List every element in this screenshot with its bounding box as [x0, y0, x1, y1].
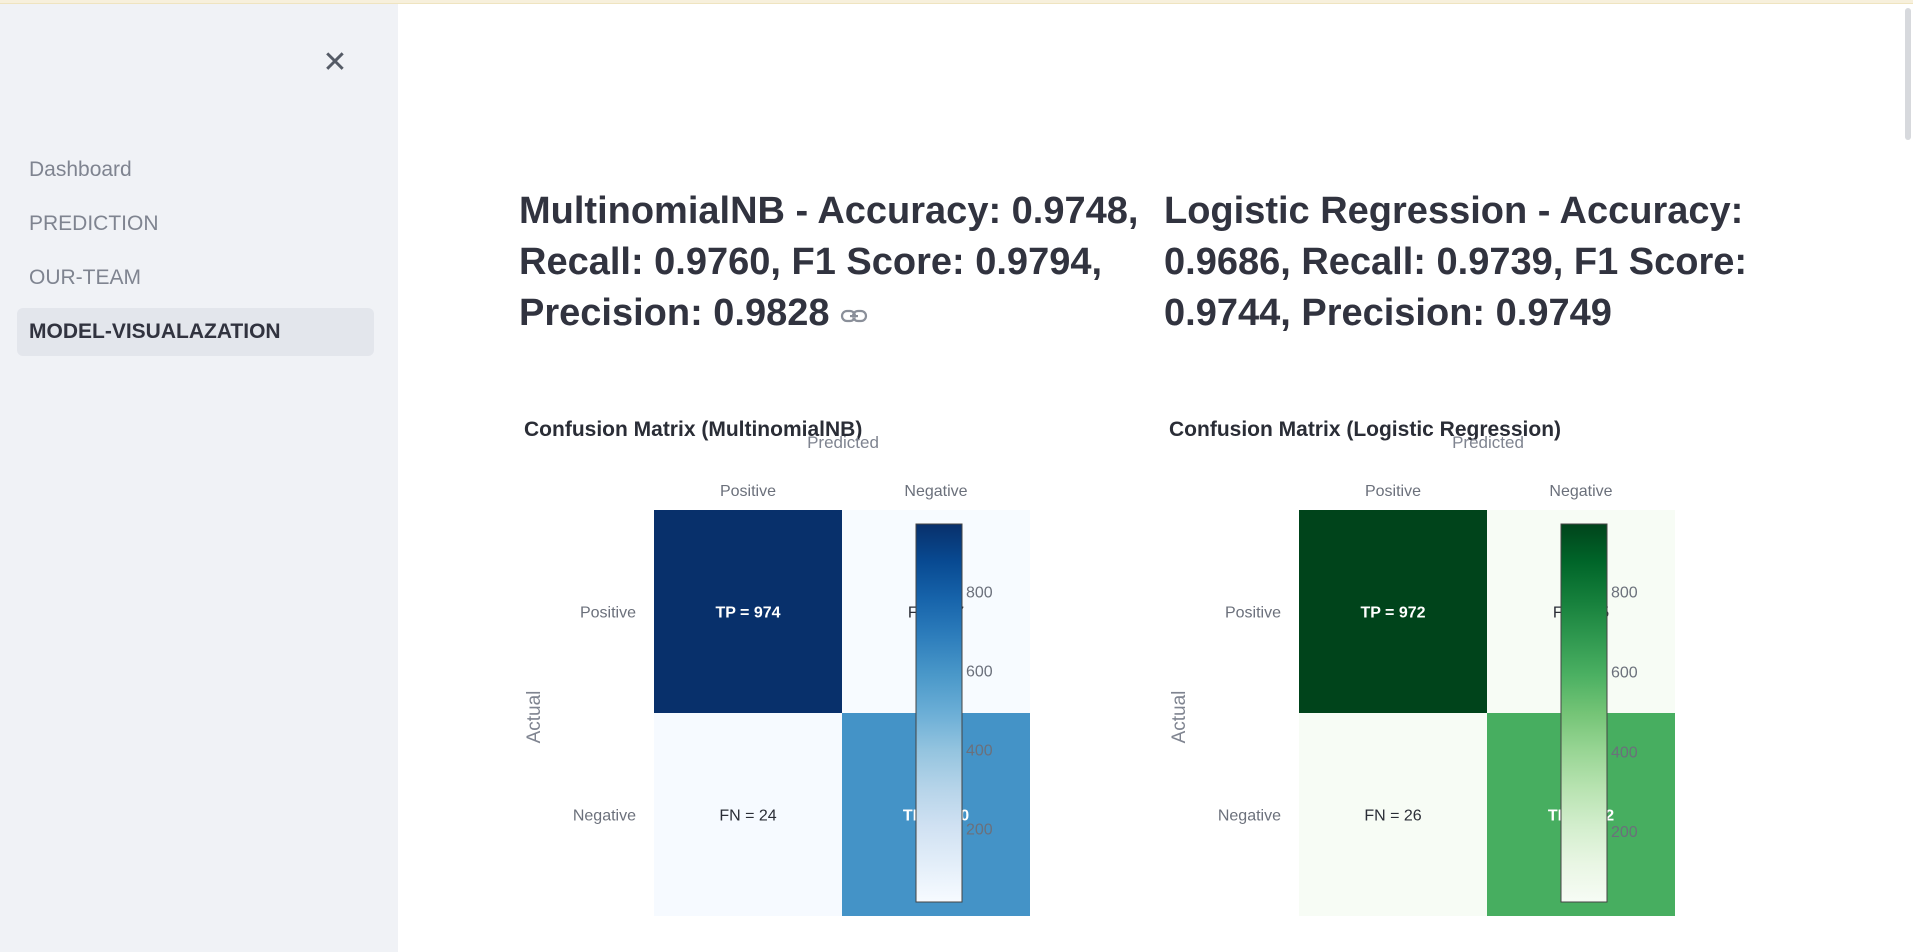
y-tick-label: Negative: [573, 808, 636, 825]
sidebar-item-our-team[interactable]: OUR-TEAM: [29, 266, 141, 289]
x-tick-label: Negative: [1549, 483, 1612, 500]
heatmap-cell: [654, 510, 842, 713]
scrollbar-thumb[interactable]: [1905, 8, 1911, 140]
close-icon: ✕: [322, 46, 348, 79]
colorbar-tick-label: 600: [1611, 664, 1638, 681]
x-tick-label: Positive: [720, 483, 776, 500]
link-icon[interactable]: [840, 289, 870, 340]
logistic-regression-metrics-text: Logistic Regression - Accuracy: 0.9686, …: [1164, 190, 1748, 334]
y-axis-title: Actual: [1169, 691, 1190, 744]
y-tick-label: Positive: [1225, 605, 1281, 622]
logistic-regression-metrics-heading: Logistic Regression - Accuracy: 0.9686, …: [1164, 186, 1784, 339]
colorbar-tick-label: 200: [966, 822, 993, 839]
colorbar: [915, 523, 963, 903]
multinomialnb-metrics-heading: MultinomialNB - Accuracy: 0.9748, Recall…: [519, 186, 1139, 340]
y-tick-label: Positive: [580, 605, 636, 622]
colorbar-tick-label: 200: [1611, 824, 1638, 841]
cell-value-label: FN = 26: [1364, 808, 1421, 825]
colorbar-tick-label: 600: [966, 664, 993, 681]
confusion-matrix-logistic-regression-chart: Predicted Actual Positive Negative Positive N…: [1169, 433, 1675, 916]
colorbar: [1560, 523, 1608, 903]
cell-value-label: TP = 974: [715, 605, 780, 622]
colorbar-tick-label: 400: [966, 743, 993, 760]
confusion-matrix-multinomialnb-chart: Predicted Actual Positive Negative Positive N…: [524, 433, 1030, 916]
cell-value-label: TP = 972: [1360, 605, 1425, 622]
colorbar-tick-label: 800: [1611, 585, 1638, 602]
x-axis-title: Predicted: [807, 433, 879, 452]
chart-title-logistic-regression: Confusion Matrix (Logistic Regression): [1169, 418, 1562, 441]
chart-title-multinomialnb: Confusion Matrix (MultinomialNB): [524, 418, 863, 441]
sidebar-nav: Dashboard PREDICTION OUR-TEAM MODEL-VISU…: [17, 146, 374, 362]
sidebar: ✕ Dashboard PREDICTION OUR-TEAM MODEL-VI…: [0, 4, 398, 952]
main-content: MultinomialNB - Accuracy: 0.9748, Recall…: [398, 4, 1913, 952]
x-axis-title: Predicted: [1452, 433, 1524, 452]
sidebar-item-dashboard[interactable]: Dashboard: [29, 158, 132, 181]
heatmap-cell: [654, 713, 842, 916]
heatmap-cell: [1299, 713, 1487, 916]
sidebar-item-prediction[interactable]: PREDICTION: [29, 212, 159, 235]
x-tick-label: Positive: [1365, 483, 1421, 500]
top-decoration-line: [0, 0, 1913, 4]
colorbar-tick-label: 400: [1611, 744, 1638, 761]
y-axis-title: Actual: [524, 691, 545, 744]
x-tick-label: Negative: [904, 483, 967, 500]
page-scrollbar[interactable]: [1903, 4, 1913, 952]
close-sidebar-button[interactable]: ✕: [318, 46, 352, 80]
y-tick-label: Negative: [1218, 808, 1281, 825]
cell-value-label: FN = 24: [719, 808, 776, 825]
colorbar-tick-label: 800: [966, 585, 993, 602]
multinomialnb-metrics-text: MultinomialNB - Accuracy: 0.9748, Recall…: [519, 190, 1139, 334]
heatmap-cell: [1299, 510, 1487, 713]
sidebar-item-model-visualazation[interactable]: MODEL-VISUALAZATION: [17, 308, 374, 356]
